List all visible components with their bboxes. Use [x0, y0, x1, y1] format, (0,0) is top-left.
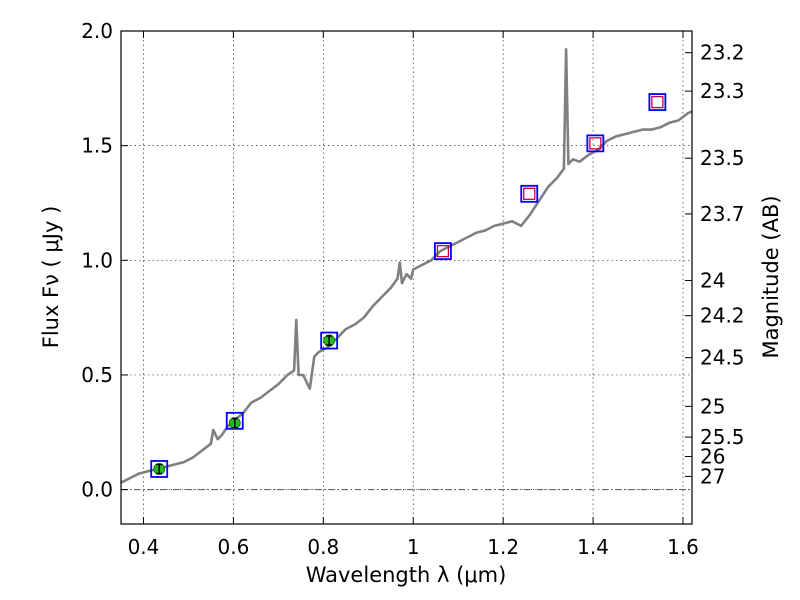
magnitude-tick-label: 25.5: [700, 425, 745, 449]
x-tick-label: 0.6: [217, 535, 249, 559]
y-axis-label: Flux Fν ( μJy ): [39, 206, 63, 349]
magnitude-tick-label: 26: [700, 444, 725, 468]
x-tick-label: 1: [407, 535, 420, 559]
model-box: [586, 134, 605, 153]
spectrum-series: [120, 48, 693, 484]
magnitude-tick-label: 24: [700, 268, 725, 292]
magnitude-tick-label: 25: [700, 394, 725, 418]
y-tick-label: 1.0: [81, 248, 113, 272]
spectrum-line: [120, 48, 693, 484]
magnitude-tick-label: 23.2: [700, 41, 745, 65]
model-box: [320, 331, 339, 350]
magnitude-tick-label: 23.7: [700, 202, 745, 226]
magnitude-axis-label: Magnitude (AB): [759, 195, 783, 358]
magnitude-tick-label: 23.3: [700, 79, 745, 103]
y-tick-label: 0.0: [81, 478, 113, 502]
tick-marks: [121, 30, 692, 524]
x-tick-labels: 0.4 0.6 0.8 1 1.2 1.4 1.6: [128, 535, 699, 559]
x-tick-label: 1.4: [577, 535, 609, 559]
measured-box: [589, 137, 602, 150]
measured-box: [523, 187, 536, 200]
model-box: [520, 184, 539, 203]
y-tick-label: 0.5: [81, 363, 113, 387]
magnitude-tick-label: 27: [700, 464, 725, 488]
magnitude-tick-label: 24.2: [700, 304, 745, 328]
model-box: [434, 242, 452, 261]
model-box: [648, 93, 667, 111]
magnitude-tick-label: 24.5: [700, 346, 745, 370]
x-tick-label: 1.6: [667, 535, 699, 559]
magnitude-tick-label: 23.5: [700, 146, 745, 170]
x-tick-label: 0.4: [128, 535, 160, 559]
measured-box: [436, 244, 450, 258]
x-axis-label: Wavelength λ (μm): [306, 563, 507, 587]
model-box: [150, 460, 169, 478]
measured-box: [651, 95, 664, 109]
y-tick-labels: 0.0 0.5 1.0 1.5 2.0: [81, 19, 113, 502]
grid-lines: [121, 30, 692, 524]
y-tick-label: 1.5: [81, 134, 113, 158]
photometry-points: [150, 93, 667, 478]
x-tick-label: 1.2: [487, 535, 519, 559]
plot-frame: [120, 30, 693, 525]
x-tick-label: 0.8: [307, 535, 339, 559]
y-tick-label: 2.0: [81, 19, 113, 43]
